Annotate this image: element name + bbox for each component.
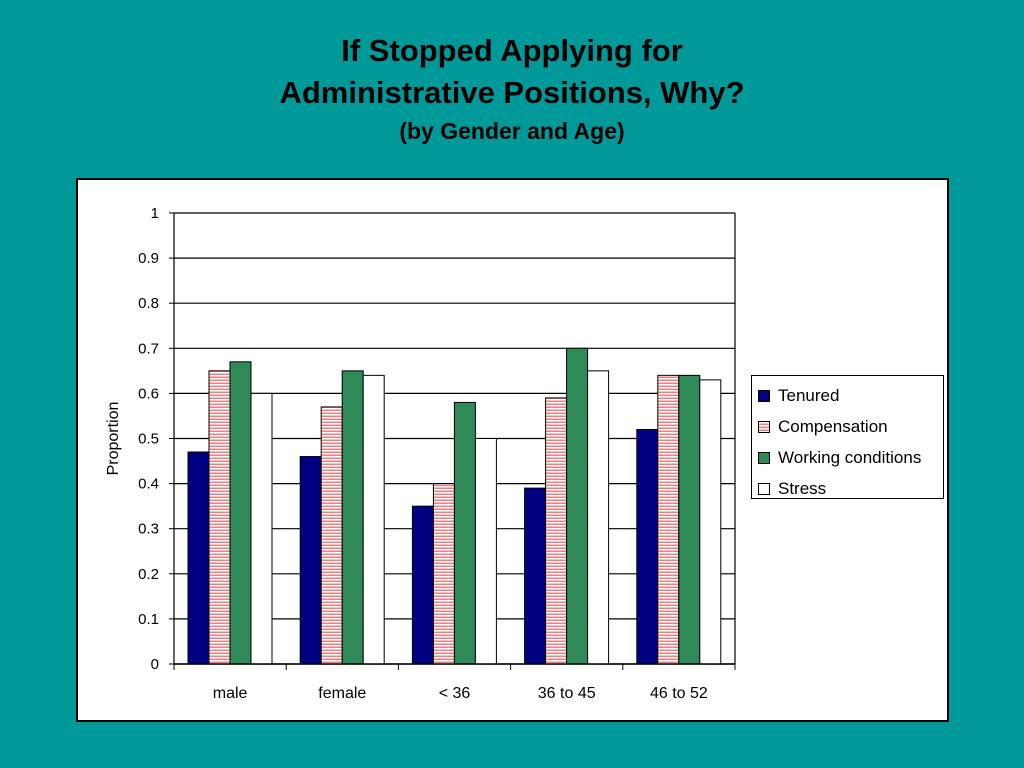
y-tick-label: 0.5 — [138, 431, 159, 448]
y-tick-label: 0.8 — [138, 295, 159, 312]
x-tick-label: 36 to 45 — [538, 685, 596, 702]
legend-swatch-stress — [758, 482, 770, 495]
slide-title: If Stopped Applying for Administrative P… — [0, 30, 1024, 148]
y-tick-label: 1 — [151, 205, 159, 222]
bar-working-conditions — [229, 361, 252, 665]
bar-stress — [362, 374, 385, 665]
legend-swatch-tenured — [758, 389, 770, 402]
legend-label: Compensation — [778, 416, 888, 436]
chart-panel: Proportion 0 0.1 0.2 0.3 0.4 0.5 0.6 0.7 0.8 0.9 1 m… — [76, 178, 949, 722]
y-tick-label: 0.7 — [138, 340, 159, 357]
bar-stress — [250, 392, 273, 665]
bar-stress — [474, 438, 497, 665]
legend-item-stress: Stress — [752, 473, 943, 504]
bar-compensation — [432, 483, 455, 665]
bar-compensation — [545, 397, 568, 665]
bar-tenured — [299, 456, 322, 665]
legend-item-working-conditions: Working conditions — [752, 442, 943, 473]
y-tick-label: 0.9 — [138, 250, 159, 267]
chart-legend: Tenured Compensation Working conditions … — [751, 375, 944, 499]
bar-tenured — [636, 428, 659, 665]
y-axis-title: Proportion — [105, 402, 122, 476]
y-tick-label: 0.1 — [138, 611, 159, 628]
legend-item-tenured: Tenured — [752, 380, 943, 411]
legend-label: Working conditions — [778, 447, 922, 467]
bar-tenured — [411, 505, 434, 665]
title-line-2: Administrative Positions, Why? — [279, 75, 745, 110]
legend-label: Stress — [778, 478, 827, 498]
legend-swatch-working-conditions — [758, 451, 770, 464]
bar-compensation — [320, 406, 343, 665]
y-tick-label: 0.4 — [138, 476, 159, 493]
bar-chart: Proportion 0 0.1 0.2 0.3 0.4 0.5 0.6 0.7 0.8 0.9 1 m… — [105, 205, 736, 702]
legend-swatch-compensation — [758, 420, 770, 433]
legend-item-compensation: Compensation — [752, 411, 943, 442]
x-tick-label: female — [318, 685, 366, 702]
bar-compensation — [657, 374, 680, 665]
title-line-1: If Stopped Applying for — [341, 33, 683, 68]
x-tick-label: 46 to 52 — [650, 685, 708, 702]
y-tick-label: 0.6 — [138, 385, 159, 402]
x-tick-label: male — [213, 685, 248, 702]
bar-working-conditions — [453, 401, 476, 665]
y-tick-label: 0 — [151, 656, 159, 673]
bar-stress — [699, 379, 722, 665]
bar-working-conditions — [341, 370, 364, 665]
bar-working-conditions — [566, 347, 589, 665]
bar-working-conditions — [678, 374, 701, 665]
y-tick-label: 0.2 — [138, 566, 159, 583]
x-tick-label: < 36 — [439, 685, 471, 702]
bar-tenured — [187, 451, 210, 665]
bar-compensation — [208, 370, 231, 665]
bar-stress — [587, 370, 610, 665]
y-tick-label: 0.3 — [138, 521, 159, 538]
bar-tenured — [524, 487, 547, 665]
title-line-3: (by Gender and Age) — [399, 118, 625, 144]
legend-label: Tenured — [778, 385, 840, 405]
